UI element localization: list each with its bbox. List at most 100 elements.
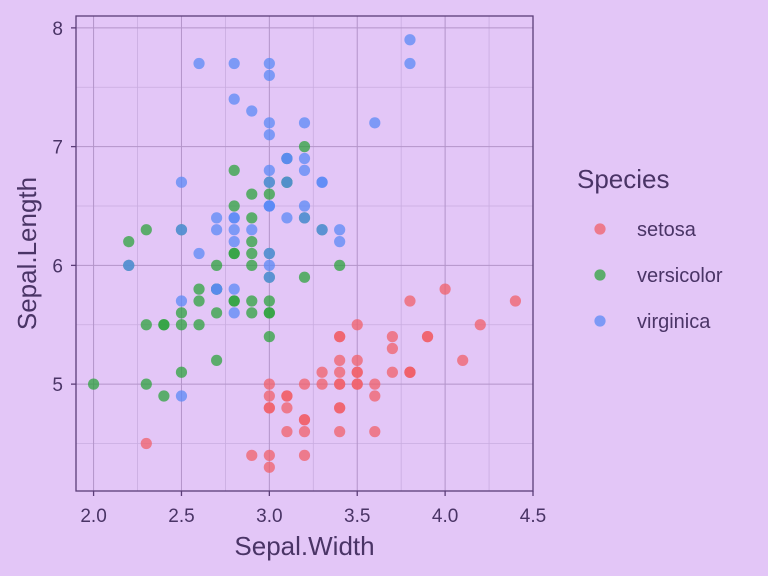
point-virginica: [298, 164, 311, 176]
point-setosa: [246, 449, 258, 461]
point-setosa: [421, 331, 434, 343]
point-versicolor: [298, 141, 311, 153]
point-versicolor: [175, 319, 188, 331]
y-axis-title: Sepal.Length: [12, 177, 42, 330]
point-virginica: [298, 212, 311, 224]
x-tick-label: 4.0: [432, 506, 458, 527]
point-virginica: [263, 176, 275, 188]
x-tick-label: 2.5: [168, 506, 194, 527]
point-setosa: [316, 378, 328, 390]
point-virginica: [228, 307, 240, 319]
x-tick-label: 3.5: [344, 506, 370, 527]
point-versicolor: [263, 295, 275, 307]
x-tick-label: 3.0: [256, 506, 282, 527]
point-versicolor: [334, 259, 346, 271]
point-setosa: [298, 449, 311, 461]
point-setosa: [263, 378, 275, 390]
point-virginica: [175, 176, 188, 188]
point-versicolor: [246, 259, 258, 271]
point-virginica: [228, 224, 240, 236]
legend-label-virginica: virginica: [637, 311, 711, 333]
point-virginica: [211, 212, 223, 224]
legend-key-versicolor: [594, 269, 606, 281]
point-virginica: [211, 283, 223, 295]
point-virginica: [263, 69, 275, 81]
point-virginica: [228, 57, 240, 70]
point-versicolor: [246, 247, 258, 260]
point-virginica: [404, 57, 416, 70]
point-setosa: [386, 366, 398, 378]
point-setosa: [281, 426, 293, 438]
point-virginica: [334, 224, 346, 236]
y-tick-label: 5: [52, 375, 63, 396]
point-virginica: [263, 271, 275, 283]
point-setosa: [298, 426, 311, 438]
point-setosa: [334, 354, 346, 366]
point-setosa: [263, 402, 275, 414]
point-virginica: [281, 212, 293, 224]
legend-label-versicolor: versicolor: [637, 265, 723, 287]
point-virginica: [298, 152, 311, 165]
legend: Species setosa versicolor virginica: [577, 164, 723, 333]
legend-title: Species: [577, 164, 670, 194]
point-setosa: [263, 390, 275, 402]
point-virginica: [298, 117, 311, 129]
legend-key-setosa: [594, 223, 606, 235]
point-virginica: [263, 164, 275, 176]
point-setosa: [369, 378, 381, 390]
point-setosa: [386, 331, 398, 343]
point-versicolor: [158, 390, 170, 402]
point-virginica: [228, 236, 240, 248]
point-versicolor: [246, 212, 258, 224]
point-virginica: [123, 259, 135, 271]
point-setosa: [298, 378, 311, 390]
point-setosa: [439, 283, 451, 295]
point-versicolor: [87, 378, 100, 390]
axes: 2.0 2.5 3.0 3.5 4.0 4.5 5 6 7 8: [52, 15, 546, 527]
point-versicolor: [193, 283, 205, 295]
x-axis-title: Sepal.Width: [234, 531, 374, 561]
point-setosa: [351, 354, 363, 366]
point-versicolor: [263, 188, 275, 200]
x-tick-label: 4.5: [520, 506, 546, 527]
point-versicolor: [140, 378, 152, 390]
point-versicolor: [140, 319, 152, 331]
point-setosa: [334, 426, 346, 438]
point-setosa: [263, 461, 275, 473]
point-versicolor: [193, 295, 205, 307]
point-setosa: [509, 295, 522, 307]
point-setosa: [298, 414, 311, 426]
point-virginica: [228, 283, 240, 295]
x-tick-label: 2.0: [80, 506, 106, 527]
point-versicolor: [228, 164, 240, 176]
point-setosa: [351, 378, 363, 390]
point-versicolor: [193, 319, 205, 331]
point-virginica: [246, 105, 258, 117]
point-versicolor: [246, 236, 258, 248]
plot-panel-border: [75, 15, 534, 492]
point-setosa: [474, 319, 486, 331]
y-tick-label: 7: [52, 138, 63, 159]
point-virginica: [263, 129, 275, 141]
point-versicolor: [158, 319, 170, 331]
point-setosa: [457, 354, 469, 366]
y-tick-label: 6: [52, 256, 63, 277]
point-virginica: [263, 247, 275, 260]
point-setosa: [351, 366, 363, 378]
point-virginica: [175, 224, 188, 236]
point-setosa: [334, 366, 346, 378]
point-setosa: [316, 366, 328, 378]
point-setosa: [369, 390, 381, 402]
legend-label-setosa: setosa: [637, 219, 697, 241]
point-versicolor: [246, 307, 258, 319]
y-tick-label: 8: [52, 19, 63, 40]
point-virginica: [211, 224, 223, 236]
point-versicolor: [123, 236, 135, 248]
point-versicolor: [175, 307, 188, 319]
point-virginica: [404, 34, 416, 46]
point-virginica: [263, 57, 275, 70]
point-setosa: [386, 342, 398, 355]
point-virginica: [263, 117, 275, 129]
point-setosa: [263, 449, 275, 461]
